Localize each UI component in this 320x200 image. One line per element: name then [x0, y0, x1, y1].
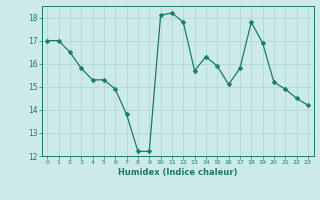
- X-axis label: Humidex (Indice chaleur): Humidex (Indice chaleur): [118, 168, 237, 177]
